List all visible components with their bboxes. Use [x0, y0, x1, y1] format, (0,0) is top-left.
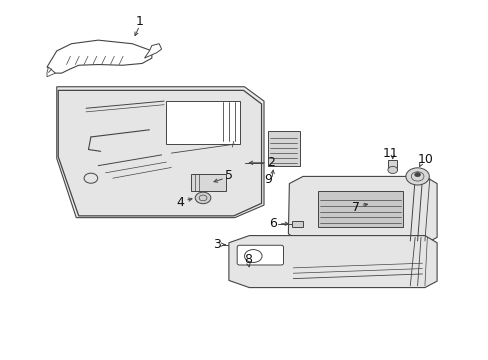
Text: 11: 11 [382, 147, 398, 159]
FancyBboxPatch shape [267, 131, 299, 166]
Text: 9: 9 [264, 173, 271, 186]
Polygon shape [166, 101, 239, 144]
Text: 6: 6 [268, 217, 276, 230]
Circle shape [387, 166, 397, 174]
Text: 4: 4 [176, 196, 183, 209]
FancyBboxPatch shape [237, 245, 283, 265]
FancyBboxPatch shape [190, 174, 225, 192]
Polygon shape [228, 235, 436, 288]
Text: 5: 5 [224, 169, 232, 182]
Polygon shape [47, 67, 55, 77]
Text: 3: 3 [212, 238, 220, 251]
Polygon shape [144, 44, 161, 58]
FancyBboxPatch shape [292, 221, 303, 227]
Polygon shape [288, 176, 436, 244]
Circle shape [414, 172, 420, 177]
Text: 1: 1 [136, 15, 143, 28]
FancyBboxPatch shape [317, 192, 402, 227]
Polygon shape [57, 87, 264, 218]
Circle shape [405, 168, 428, 185]
Polygon shape [58, 90, 261, 216]
Text: 10: 10 [417, 153, 433, 166]
Circle shape [195, 192, 210, 204]
Text: 2: 2 [267, 156, 275, 169]
FancyBboxPatch shape [387, 160, 396, 170]
Polygon shape [47, 40, 152, 73]
Text: 8: 8 [244, 253, 252, 266]
Text: 7: 7 [351, 202, 359, 215]
